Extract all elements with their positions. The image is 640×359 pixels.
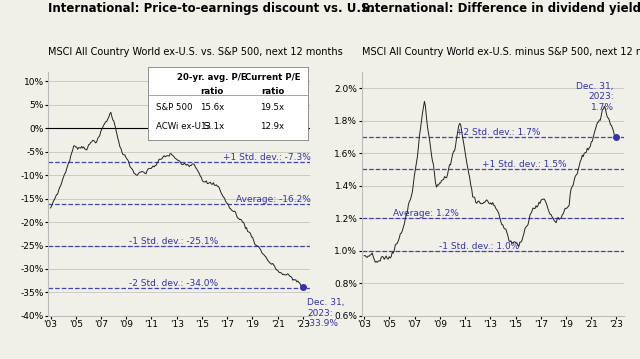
Text: Average: -16.2%: Average: -16.2% xyxy=(236,195,310,204)
Text: 12.9x: 12.9x xyxy=(260,122,285,131)
Text: ACWi ex-U.S.: ACWi ex-U.S. xyxy=(156,122,211,131)
Text: Average: 1.2%: Average: 1.2% xyxy=(393,209,459,218)
Text: MSCI All Country World ex-U.S. minus S&P 500, next 12 months: MSCI All Country World ex-U.S. minus S&P… xyxy=(362,47,640,57)
Text: -1 Std. dev.: -25.1%: -1 Std. dev.: -25.1% xyxy=(129,237,219,246)
Text: -2 Std. dev.: -34.0%: -2 Std. dev.: -34.0% xyxy=(129,279,218,288)
Text: Dec. 31,
2023:
1.7%: Dec. 31, 2023: 1.7% xyxy=(576,82,614,112)
Text: S&P 500: S&P 500 xyxy=(156,103,192,112)
Text: 13.1x: 13.1x xyxy=(200,122,224,131)
Text: MSCI All Country World ex-U.S. vs. S&P 500, next 12 months: MSCI All Country World ex-U.S. vs. S&P 5… xyxy=(48,47,343,57)
Text: Current P/E: Current P/E xyxy=(245,73,300,82)
Text: -1 Std. dev.: 1.0%: -1 Std. dev.: 1.0% xyxy=(440,242,520,251)
Text: International: Price-to-earnings discount vs. U.S.: International: Price-to-earnings discoun… xyxy=(48,2,374,15)
Text: +1 Std. dev.: 1.5%: +1 Std. dev.: 1.5% xyxy=(482,160,566,169)
Text: +2 Std. dev.: 1.7%: +2 Std. dev.: 1.7% xyxy=(456,128,540,137)
Text: +1 Std. dev.: -7.3%: +1 Std. dev.: -7.3% xyxy=(223,153,310,162)
Text: Dec. 31,
2023:
-33.9%: Dec. 31, 2023: -33.9% xyxy=(307,298,344,328)
Text: ratio: ratio xyxy=(200,88,223,97)
Text: International: Difference in dividend yields vs. U.S.: International: Difference in dividend yi… xyxy=(362,2,640,15)
Text: 20-yr. avg. P/E: 20-yr. avg. P/E xyxy=(177,73,246,82)
Text: 19.5x: 19.5x xyxy=(260,103,285,112)
Text: ratio: ratio xyxy=(261,88,284,97)
Text: 15.6x: 15.6x xyxy=(200,103,224,112)
